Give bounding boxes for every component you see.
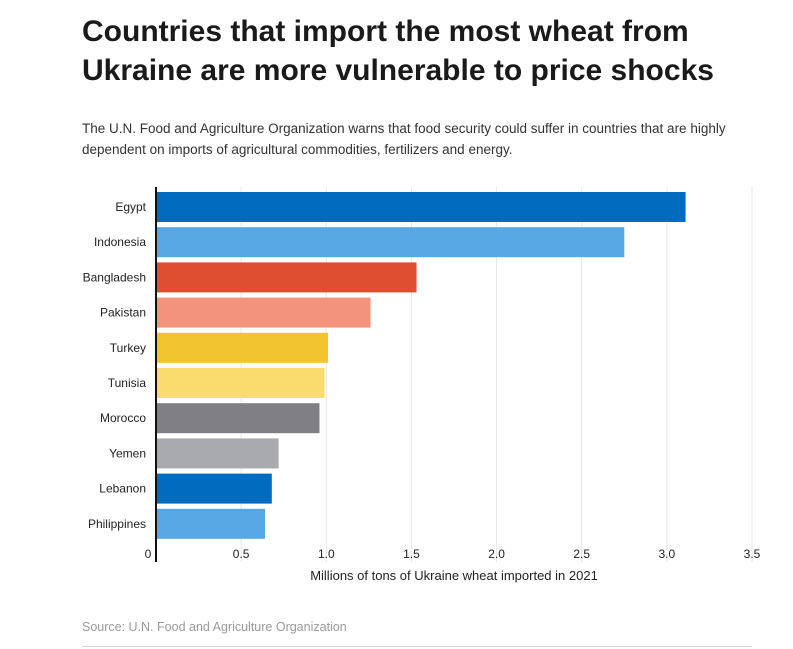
x-tick-label: 0 xyxy=(145,547,152,561)
bar-tunisia xyxy=(156,368,325,398)
x-tick-label: 1.5 xyxy=(403,547,420,561)
category-label-tunisia: Tunisia xyxy=(108,376,147,390)
x-axis-title: Millions of tons of Ukraine wheat import… xyxy=(310,568,598,583)
category-label-yemen: Yemen xyxy=(109,446,146,460)
bar-turkey xyxy=(156,332,328,363)
category-label-philippines: Philippines xyxy=(88,517,146,531)
bar-yemen xyxy=(156,438,279,469)
bar-lebanon xyxy=(156,473,272,504)
category-label-pakistan: Pakistan xyxy=(100,306,146,320)
x-tick-label: 2.5 xyxy=(573,547,590,561)
bar-morocco xyxy=(156,403,320,434)
bar-bangladesh xyxy=(156,262,417,293)
x-tick-label: 0.5 xyxy=(233,547,250,561)
chart-subtitle: The U.N. Food and Agriculture Organizati… xyxy=(82,121,726,157)
chart-title: Countries that import the most wheat fro… xyxy=(82,15,714,87)
bar-indonesia xyxy=(156,227,625,258)
source-note: Source: U.N. Food and Agriculture Organi… xyxy=(82,620,347,634)
category-labels: Egypt Indonesia Bangladesh Pakistan Turkey Tu… xyxy=(83,200,147,531)
category-label-morocco: Morocco xyxy=(100,411,146,425)
category-label-indonesia: Indonesia xyxy=(94,235,146,249)
category-label-turkey: Turkey xyxy=(110,341,146,355)
x-tick-label: 1.0 xyxy=(318,547,335,561)
x-tick-label: 3.5 xyxy=(744,547,761,561)
category-label-bangladesh: Bangladesh xyxy=(83,270,146,284)
bar-chart: Egypt Indonesia Bangladesh Pakistan Turkey Tu… xyxy=(83,187,761,583)
x-tick-label: 2.0 xyxy=(488,547,505,561)
category-label-egypt: Egypt xyxy=(115,200,146,214)
x-tick-labels: 0 0.5 1.0 1.5 2.0 2.5 3.0 3.5 xyxy=(145,547,761,561)
bar-philippines xyxy=(156,508,265,539)
x-tick-label: 3.0 xyxy=(659,547,676,561)
bar-egypt xyxy=(156,192,686,222)
bars xyxy=(156,192,686,539)
footer-divider xyxy=(82,646,752,647)
category-label-lebanon: Lebanon xyxy=(99,482,146,496)
bar-pakistan xyxy=(156,297,371,328)
